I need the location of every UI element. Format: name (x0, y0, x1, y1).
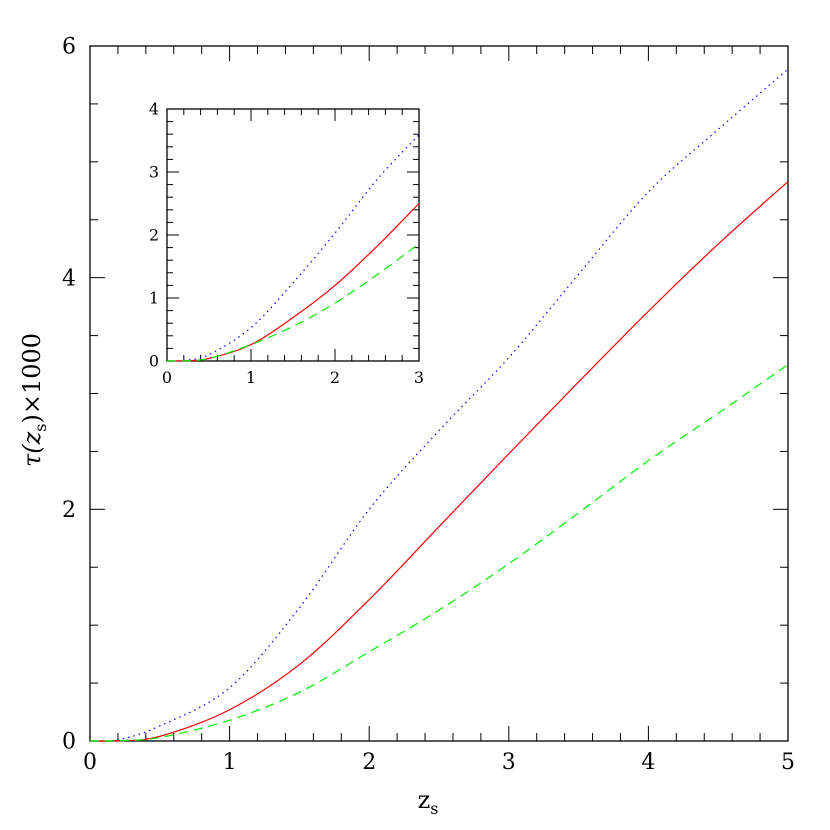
x-tick-label: 2 (362, 750, 376, 775)
x-tick-label: 0 (83, 750, 97, 775)
x-axis-label: zs (418, 786, 439, 818)
y-tick-label: 1 (149, 289, 159, 308)
x-tick-label: 2 (330, 368, 340, 387)
y-tick-label: 4 (149, 100, 159, 119)
main-plot: 0 1 2 3 4 5 0 2 4 6 (62, 35, 795, 775)
y-tick-label: 2 (149, 226, 159, 245)
y-axis-label: τ(zs)×1000 (18, 333, 50, 467)
series-line-1 (89, 181, 789, 742)
x-tick-label: 1 (223, 750, 237, 775)
plot-frame (166, 108, 420, 362)
y-tick-label: 2 (62, 498, 76, 523)
series-line-2 (166, 243, 420, 362)
series-line-0 (166, 134, 420, 362)
plot-frame (89, 45, 789, 742)
y-tick-label: 6 (62, 35, 76, 60)
series-line-2 (89, 364, 789, 742)
x-tick-label: 5 (781, 750, 795, 775)
inset-plot: 0 1 2 3 0 1 2 3 4 (149, 100, 424, 387)
x-tick-label: 3 (502, 750, 516, 775)
y-tick-label: 0 (62, 730, 76, 755)
series-line-0 (89, 68, 789, 742)
x-tick-label: 1 (246, 368, 256, 387)
x-tick-label: 3 (414, 368, 424, 387)
x-tick-label: 0 (162, 368, 172, 387)
x-tick-label: 4 (641, 750, 655, 775)
y-tick-label: 0 (149, 352, 159, 371)
y-tick-label: 4 (62, 266, 76, 291)
y-tick-label: 3 (149, 163, 159, 182)
